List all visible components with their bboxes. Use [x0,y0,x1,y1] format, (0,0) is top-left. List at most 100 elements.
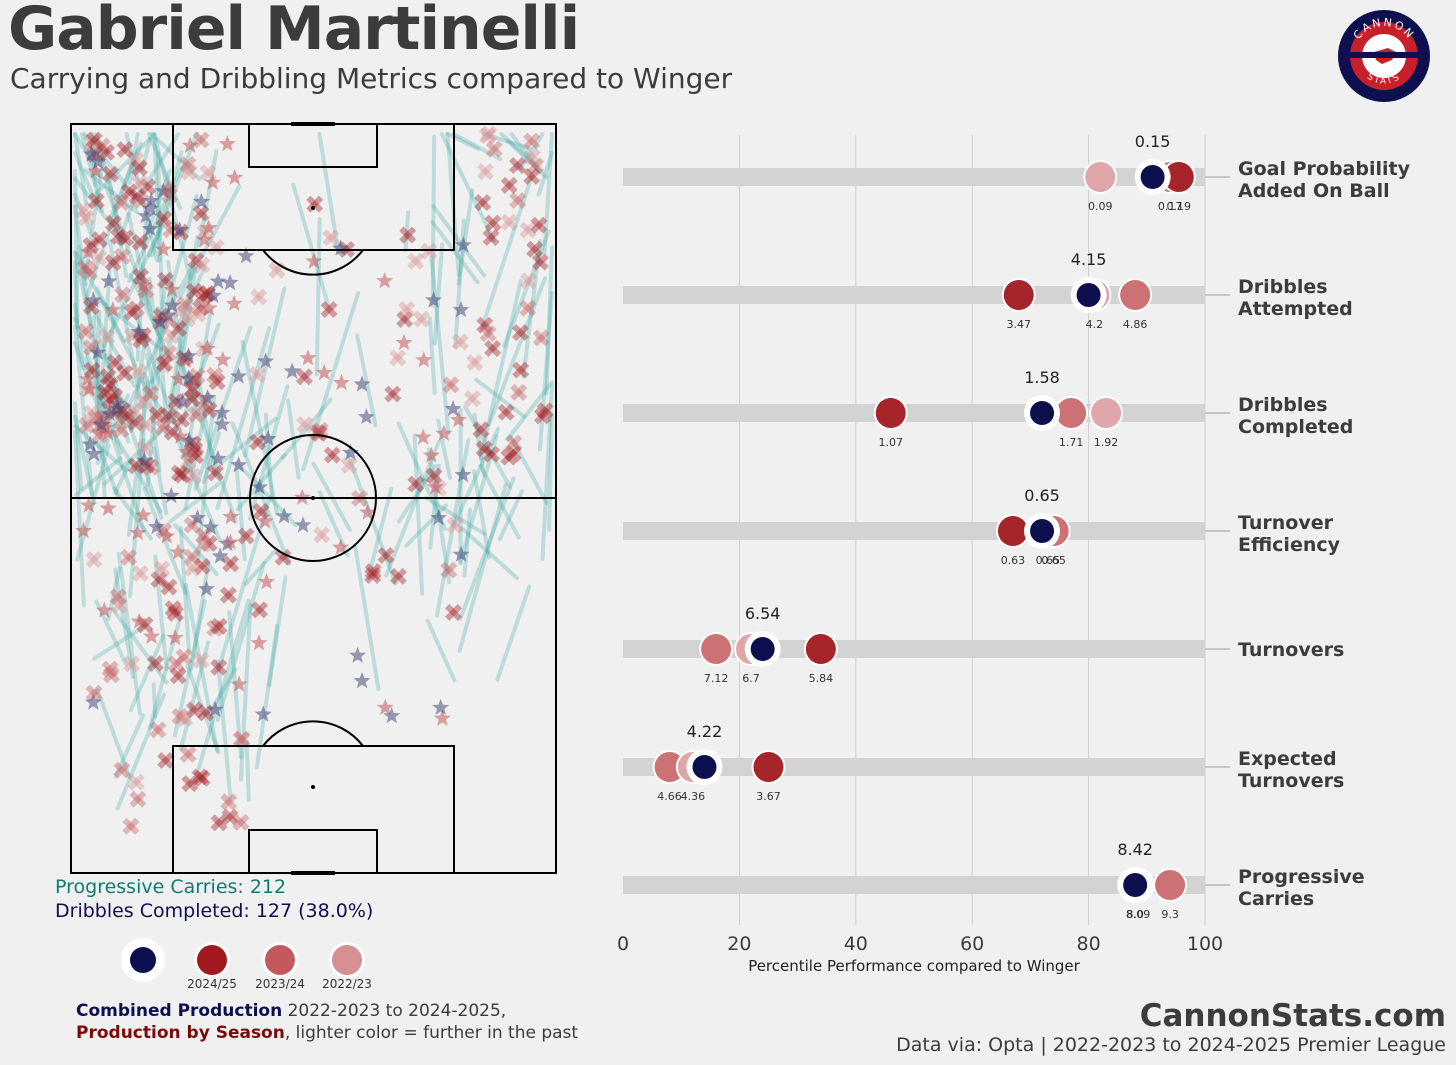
failed-dribble-marker [106,354,124,372]
carry-line [537,291,554,452]
failed-dribble-marker [102,666,120,684]
carry-line [189,561,211,672]
failed-dribble-marker [377,546,395,564]
completed-dribble-marker [85,445,103,462]
failed-dribble-marker [149,721,167,739]
failed-dribble-marker [78,417,96,435]
failed-dribble-marker [123,303,141,321]
page-title: Gabriel Martinelli [8,0,580,64]
carry-line [73,204,88,287]
carry-line [368,486,394,572]
carry-line [384,439,441,578]
carry-line [301,290,361,472]
failed-dribble-marker [442,376,460,394]
completed-dribble-marker [179,369,197,386]
season-point [1056,398,1087,428]
failed-dribble-marker [237,527,255,545]
carry-line [73,429,86,608]
failed-dribble-marker [466,354,484,372]
failed-dribble-marker [176,296,194,314]
completed-dribble-marker [142,627,161,644]
season-point [654,752,685,782]
failed-dribble-marker [251,601,269,619]
failed-dribble-marker [184,559,202,577]
failed-dribble-marker [99,368,117,386]
completed-dribble-marker [79,243,97,260]
carry-line [238,602,253,782]
failed-dribble-marker [113,761,131,779]
completed-dribble-marker [283,362,301,379]
failed-dribble-marker [110,228,128,245]
failed-dribble-marker [181,775,199,793]
carry-line [451,426,501,528]
completed-dribble-marker [353,672,371,689]
carry-line [110,607,169,685]
carry-line [74,251,138,368]
completed-dribble-marker [154,182,172,199]
failed-dribble-marker [189,305,207,323]
carry-line [353,545,381,692]
failed-dribble-marker [127,151,145,169]
completed-dribble-marker [151,313,169,330]
completed-dribble-marker [230,367,248,384]
completed-dribble-marker [89,343,107,360]
carry-line [73,303,86,371]
failed-dribble-marker [83,404,101,422]
completed-dribble-marker [454,236,472,253]
completed-dribble-marker [80,380,98,397]
carry-line [172,599,207,738]
bottom-penalty-arc [262,720,364,747]
failed-dribble-marker [81,263,99,281]
completed-dribble-marker [218,135,236,152]
carry-line [73,316,124,455]
completed-dribble-marker [75,521,93,539]
failed-dribble-marker [154,418,172,436]
season-point [1155,870,1186,900]
carry-line [108,180,129,279]
failed-dribble-marker [120,548,138,566]
failed-dribble-marker [96,383,114,401]
carry-line [137,376,171,424]
failed-dribble-marker [399,226,417,244]
season-value-label: 4.66 [657,790,682,803]
failed-dribble-marker [480,125,498,143]
failed-dribble-marker [407,475,425,493]
carry-line [518,132,545,171]
carry-line [73,132,89,206]
completed-dribble-marker [163,296,181,313]
failed-dribble-marker [533,407,551,425]
season-value-label: 0.19 [1167,200,1192,213]
completed-dribble-marker [204,173,222,190]
failed-dribble-marker [112,194,130,212]
carry-line [168,481,222,524]
completed-dribble-marker [99,424,117,441]
completed-dribble-marker [189,509,207,526]
failed-dribble-marker [101,376,119,394]
failed-dribble-marker [154,356,172,374]
carry-line [177,354,238,523]
failed-dribble-marker [173,410,190,428]
footer-season-note: Production by Season, lighter color = fu… [76,1023,578,1043]
carry-line [495,584,532,682]
failed-dribble-marker [87,192,105,210]
season-production-label: Production by Season [76,1023,285,1043]
carry-line [197,149,219,248]
carry-line [100,344,131,444]
completed-dribble-marker [449,411,467,428]
completed-dribble-marker [206,700,224,717]
completed-dribble-marker [93,415,111,433]
completed-dribble-marker [214,350,232,368]
failed-dribble-marker [123,655,141,673]
failed-dribble-marker [109,588,127,606]
combined-point [1140,165,1165,189]
carry-line [124,132,160,263]
completed-dribble-marker [180,431,198,448]
failed-dribble-marker [127,414,145,432]
carry-line [291,182,331,307]
failed-dribble-marker [195,286,213,304]
failed-dribble-marker [183,381,201,399]
failed-dribble-marker [180,163,198,181]
metric-label: Expected Turnovers [1238,748,1344,792]
carry-line [107,312,116,366]
